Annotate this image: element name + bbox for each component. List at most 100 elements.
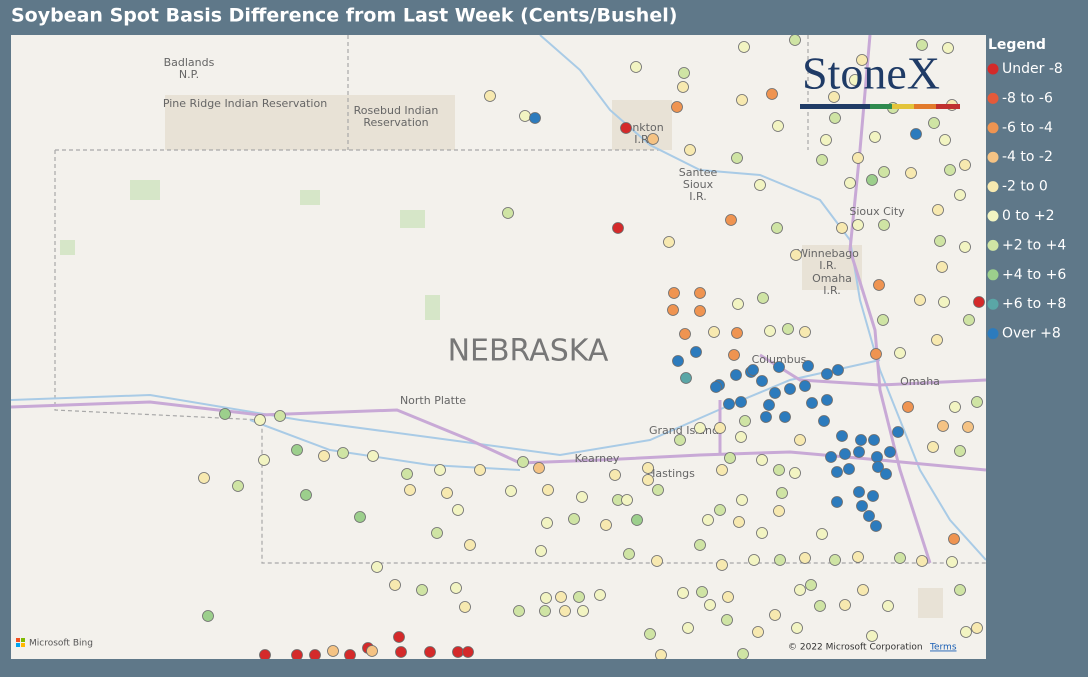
location-marker — [754, 179, 766, 191]
location-marker — [731, 152, 743, 164]
location-marker — [962, 421, 974, 433]
location-marker — [869, 131, 881, 143]
location-marker — [766, 88, 778, 100]
location-marker — [959, 241, 971, 253]
legend-marker — [987, 298, 999, 310]
place-label: N.P. — [179, 68, 199, 81]
location-marker — [878, 166, 890, 178]
location-marker — [960, 626, 972, 638]
location-marker — [877, 314, 889, 326]
location-marker — [710, 381, 722, 393]
location-marker — [389, 579, 401, 591]
place-label: Hastings — [647, 467, 695, 480]
location-marker — [756, 454, 768, 466]
location-marker — [702, 514, 714, 526]
location-marker — [647, 133, 659, 145]
location-marker — [863, 510, 875, 522]
location-marker — [971, 622, 983, 634]
location-marker — [844, 177, 856, 189]
location-marker — [735, 396, 747, 408]
location-marker — [756, 527, 768, 539]
location-marker — [872, 461, 884, 473]
location-marker — [367, 450, 379, 462]
location-marker — [853, 486, 865, 498]
location-marker — [644, 628, 656, 640]
location-marker — [577, 605, 589, 617]
parks — [60, 180, 440, 320]
location-marker — [651, 555, 663, 567]
location-marker — [927, 441, 939, 453]
location-marker — [905, 167, 917, 179]
location-marker — [431, 527, 443, 539]
location-marker — [708, 326, 720, 338]
location-marker — [318, 450, 330, 462]
location-marker — [818, 415, 830, 427]
location-marker — [836, 430, 848, 442]
location-marker — [752, 626, 764, 638]
location-marker — [716, 464, 728, 476]
location-marker — [254, 414, 266, 426]
location-marker — [655, 649, 667, 659]
location-marker — [450, 582, 462, 594]
place-label: Kearney — [575, 452, 620, 465]
location-marker — [642, 462, 654, 474]
place-label: Rosebud Indian — [354, 104, 439, 117]
location-marker — [932, 204, 944, 216]
location-marker — [894, 552, 906, 564]
location-marker — [464, 539, 476, 551]
location-marker — [291, 444, 303, 456]
terms-link[interactable]: Terms — [929, 643, 957, 653]
location-marker — [820, 134, 832, 146]
location-marker — [852, 551, 864, 563]
location-marker — [714, 504, 726, 516]
location-marker — [916, 555, 928, 567]
location-marker — [371, 561, 383, 573]
location-marker — [779, 411, 791, 423]
location-marker — [459, 601, 471, 613]
legend-label: -8 to -6 — [1002, 90, 1053, 106]
location-marker — [937, 420, 949, 432]
location-marker — [714, 422, 726, 434]
location-marker — [682, 622, 694, 634]
location-marker — [868, 434, 880, 446]
location-marker — [910, 128, 922, 140]
place-label: Winnebago — [797, 247, 859, 260]
location-marker — [395, 646, 407, 658]
location-marker — [894, 347, 906, 359]
location-marker — [747, 364, 759, 376]
location-marker — [939, 134, 951, 146]
place-label: Santee — [679, 166, 718, 179]
location-marker — [866, 174, 878, 186]
location-marker — [973, 296, 985, 308]
location-marker — [867, 490, 879, 502]
location-marker — [694, 305, 706, 317]
location-marker — [684, 144, 696, 156]
location-marker — [825, 451, 837, 463]
location-marker — [502, 207, 514, 219]
location-marker — [484, 90, 496, 102]
legend-marker — [987, 63, 999, 75]
location-marker — [344, 649, 356, 659]
location-marker — [462, 646, 474, 658]
location-marker — [724, 452, 736, 464]
location-marker — [884, 446, 896, 458]
place-label: nkton — [632, 121, 663, 134]
legend-marker — [987, 181, 999, 193]
location-marker — [674, 434, 686, 446]
location-marker — [828, 91, 840, 103]
location-marker — [259, 649, 271, 659]
location-marker — [529, 112, 541, 124]
legend-label: +4 to +6 — [1002, 267, 1066, 283]
location-marker — [621, 494, 633, 506]
reservation-area — [165, 95, 455, 150]
location-marker — [542, 484, 554, 496]
location-marker — [416, 584, 428, 596]
location-marker — [948, 533, 960, 545]
location-marker — [517, 456, 529, 468]
location-marker — [772, 120, 784, 132]
location-marker — [831, 466, 843, 478]
location-marker — [728, 349, 740, 361]
location-marker — [954, 584, 966, 596]
